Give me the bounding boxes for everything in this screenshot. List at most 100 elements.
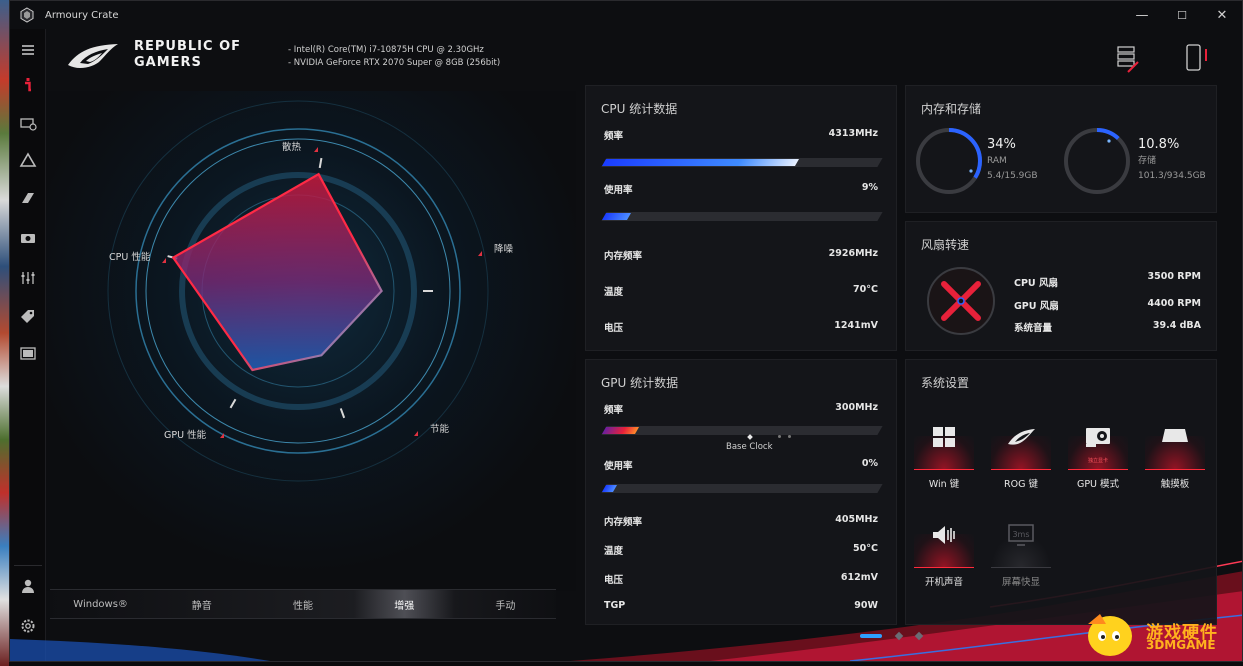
win-key-toggle[interactable]: Win 键 <box>914 420 974 490</box>
radar-shape <box>171 172 383 372</box>
radar-marker-noise <box>478 251 482 256</box>
watermark-text: 游戏硬件 <box>1146 623 1218 643</box>
armor-icon[interactable] <box>17 187 39 209</box>
panel-overdrive-icon: 3ms <box>1008 524 1034 546</box>
system-noise-value: 39.4 dBA <box>1152 320 1201 331</box>
rog-eye-logo-icon <box>68 44 118 68</box>
rog-key-icon <box>1008 429 1035 445</box>
left-nav <box>10 29 46 661</box>
radar-marker-efficiency <box>414 431 418 436</box>
page-dot-2[interactable] <box>894 631 904 641</box>
gpu-mem-freq-value: 405MHz <box>835 514 878 525</box>
window-title: Armoury Crate <box>45 9 119 21</box>
boot-sound-label: 开机声音 <box>924 577 963 588</box>
touchpad-label: 触摸板 <box>1160 479 1190 490</box>
storage-label: 存储 <box>1138 156 1157 166</box>
gamevisual-icon[interactable] <box>17 227 39 249</box>
cpu-stats-panel[interactable]: CPU 统计数据 频率 4313MHz 使用率 9% 内存频率 2926MHz … <box>585 85 897 351</box>
gpu-panel-title: GPU 统计数据 <box>601 376 679 390</box>
watermark-mascot-icon <box>1088 614 1132 656</box>
close-button[interactable]: ✕ <box>1216 7 1228 23</box>
rog-key-label: ROG 键 <box>1004 479 1038 490</box>
gear-icon[interactable] <box>17 615 39 637</box>
minimize-button[interactable]: — <box>1135 7 1149 23</box>
cpu-freq-bar <box>601 158 883 167</box>
mode-silent[interactable]: 静音 <box>191 600 212 612</box>
mobile-device-icon[interactable] <box>1184 43 1210 73</box>
base-clock-marker <box>747 434 753 440</box>
title-bar: Armoury Crate — ☐ ✕ <box>10 1 1242 29</box>
page-dot-3[interactable] <box>914 631 924 641</box>
page-dot-1[interactable] <box>860 634 882 638</box>
mode-turbo[interactable]: 增强 <box>353 590 455 618</box>
rog-wordmark: REPUBLIC OF GAMERS <box>134 39 242 70</box>
tag-icon[interactable] <box>17 305 39 327</box>
radar-marker-gpu <box>220 433 224 438</box>
fan-panel-title: 风扇转速 <box>921 238 970 252</box>
windows-key-icon <box>933 427 955 447</box>
clock-marker-dot <box>778 435 781 438</box>
info-icon[interactable] <box>17 73 39 95</box>
menu-icon[interactable] <box>17 39 39 61</box>
cpu-volt-value: 1241mV <box>834 320 878 331</box>
radar-axis-tick <box>339 408 346 419</box>
aura-icon[interactable] <box>17 149 39 171</box>
memory-panel-title: 内存和存储 <box>921 102 982 116</box>
mode-windows[interactable]: Windows® <box>73 598 128 610</box>
mode-manual[interactable]: 手动 <box>495 600 516 612</box>
ram-ring <box>916 128 982 194</box>
mode-performance[interactable]: 性能 <box>293 600 313 612</box>
cpu-spec: - Intel(R) Core(TM) i7-10875H CPU @ 2.30… <box>288 45 484 55</box>
radar-chart <box>107 100 489 482</box>
system-settings-panel[interactable]: 系统设置 Win 键 ROG 键 独立显卡 <box>905 359 1217 625</box>
ram-percent: 34% <box>987 137 1016 152</box>
ram-detail: 5.4/15.9GB <box>987 171 1038 181</box>
cpu-temp-label: 温度 <box>604 287 624 298</box>
gpu-card-icon <box>1086 428 1110 447</box>
cpu-usage-label: 使用率 <box>604 185 633 196</box>
panel-overdrive-label: 屏幕快显 <box>1001 577 1040 588</box>
nav-divider <box>14 565 42 566</box>
cpu-freq-label: 频率 <box>604 131 624 142</box>
radar-marker-cpu <box>162 258 166 263</box>
gpu-temp-value: 50°C <box>853 543 878 554</box>
memory-storage-panel[interactable]: 内存和存储 34% RAM 5.4/15.9GB 10.8% 存储 101.3/… <box>905 85 1217 213</box>
armoury-crate-window: Armoury Crate — ☐ ✕ <box>9 0 1243 662</box>
device-icon[interactable] <box>17 113 39 135</box>
radar-label-noise: 降噪 <box>494 244 514 255</box>
system-specs: - Intel(R) Core(TM) i7-10875H CPU @ 2.30… <box>288 44 500 70</box>
widget-settings-icon[interactable] <box>1116 45 1142 75</box>
gpu-stats-panel[interactable]: GPU 统计数据 频率 300MHz Base Clock 使用率 0% 内存频… <box>585 359 897 625</box>
cpu-fan-label: CPU 风扇 <box>1014 278 1058 289</box>
maximize-button[interactable]: ☐ <box>1177 8 1187 22</box>
user-icon[interactable] <box>17 575 39 597</box>
gpu-mode-sub: 独立显卡 <box>1087 458 1108 464</box>
cpu-usage-bar <box>601 212 883 221</box>
storage-detail: 101.3/934.5GB <box>1138 171 1206 181</box>
radar-label-cooling: 散热 <box>282 142 302 153</box>
touchpad-toggle[interactable]: 触摸板 <box>1145 420 1205 490</box>
page-indicator <box>860 631 924 641</box>
settings-panel-title: 系统设置 <box>921 376 970 390</box>
cpu-mem-freq-value: 2926MHz <box>828 248 878 259</box>
cpu-freq-value: 4313MHz <box>828 128 878 139</box>
gpu-freq-value: 300MHz <box>835 402 878 413</box>
boot-sound-toggle[interactable]: 开机声音 <box>914 518 974 588</box>
gpu-tgp-value: 90W <box>854 600 878 611</box>
media-icon[interactable] <box>17 343 39 365</box>
sliders-icon[interactable] <box>17 267 39 289</box>
win-key-label: Win 键 <box>928 479 960 490</box>
performance-radar: 散热 降噪 节能 GPU 性能 CPU 性能 <box>46 91 576 591</box>
gpu-freq-label: 频率 <box>604 405 624 416</box>
radar-marker-cooling <box>314 147 318 152</box>
gpu-fan-label: GPU 风扇 <box>1014 301 1059 312</box>
touchpad-icon <box>1162 429 1188 442</box>
base-clock-label: Base Clock <box>726 442 773 452</box>
gpu-spec: - NVIDIA GeForce RTX 2070 Super @ 8GB (2… <box>288 58 501 68</box>
panel-overdrive-toggle[interactable]: 3ms 屏幕快显 <box>991 518 1051 588</box>
gpu-mode-label: GPU 模式 <box>1076 479 1120 490</box>
radar-label-efficiency: 节能 <box>430 424 450 435</box>
gpu-mode-toggle[interactable]: 独立显卡 GPU 模式 <box>1068 420 1128 490</box>
fan-speed-panel[interactable]: 风扇转速 CPU 风扇 3500 RPM GPU 风扇 4400 RPM 系统音… <box>905 221 1217 351</box>
rog-key-toggle[interactable]: ROG 键 <box>991 420 1051 490</box>
